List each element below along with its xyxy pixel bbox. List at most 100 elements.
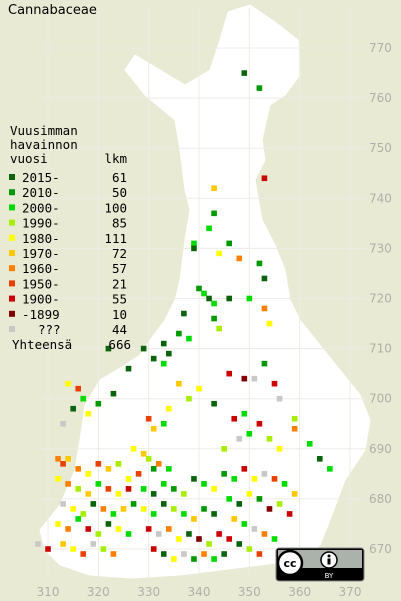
observation-square: [186, 395, 192, 402]
observation-square: [236, 501, 243, 507]
observation-square: [186, 531, 192, 537]
observation-square: [100, 546, 107, 552]
legend-count: 10: [112, 307, 127, 322]
observation-square: [317, 456, 323, 462]
observation-square: [246, 491, 253, 497]
observation-square: [221, 471, 227, 477]
x-tick-label: 370: [339, 585, 362, 599]
legend-count-header: lkm: [104, 151, 127, 166]
observation-square: [226, 370, 232, 377]
legend-label: -1899: [22, 307, 60, 322]
observation-square: [70, 405, 76, 412]
observation-square: [211, 300, 217, 307]
observation-square: [55, 456, 61, 462]
observation-square: [110, 551, 117, 557]
legend-label: 1950-: [22, 276, 60, 291]
observation-square: [95, 531, 102, 537]
observation-square: [140, 486, 147, 492]
observation-square: [211, 511, 217, 517]
observation-square: [65, 456, 71, 462]
y-tick-label: 750: [369, 141, 392, 155]
observation-square: [241, 410, 248, 417]
observation-square: [256, 420, 263, 427]
observation-square: [110, 511, 117, 517]
observation-square: [60, 420, 66, 427]
observation-square: [181, 491, 187, 497]
observation-square: [196, 385, 202, 392]
observation-square: [271, 476, 278, 482]
observation-square: [271, 536, 278, 542]
observation-square: [231, 516, 238, 522]
observation-square: [251, 476, 258, 482]
observation-square: [231, 476, 238, 482]
observation-square: [150, 491, 157, 497]
legend-swatch: [9, 265, 15, 272]
observation-square: [115, 461, 122, 467]
observation-square: [246, 295, 253, 302]
legend-label: 1970-: [22, 246, 60, 261]
legend-label: 1960-: [22, 261, 60, 276]
x-tick-label: 330: [137, 585, 160, 599]
observation-square: [140, 345, 147, 352]
observation-square: [135, 471, 142, 477]
title: Cannabaceae: [8, 3, 97, 18]
observation-square: [216, 250, 222, 257]
observation-square: [211, 210, 217, 217]
observation-square: [201, 290, 207, 297]
observation-square: [150, 355, 157, 362]
observation-square: [251, 375, 258, 382]
observation-square: [206, 541, 212, 547]
x-tick-label: 350: [238, 585, 261, 599]
observation-square: [155, 531, 162, 537]
legend-count: 44: [112, 322, 127, 337]
observation-square: [105, 486, 112, 492]
legend-count: 111: [104, 231, 127, 246]
observation-square: [160, 481, 167, 487]
legend-swatch: [9, 189, 15, 196]
observation-square: [216, 531, 222, 537]
legend-total-label: Yhteensä: [12, 337, 72, 352]
observation-square: [266, 506, 273, 512]
legend-count: 72: [112, 246, 127, 261]
observation-square: [206, 295, 212, 302]
observation-square: [70, 506, 76, 512]
legend-heading: Vuusimman: [10, 123, 78, 138]
observation-square: [140, 451, 147, 457]
observation-square: [155, 461, 162, 467]
observation-square: [160, 551, 167, 557]
observation-square: [45, 546, 51, 552]
by-icon-body: [327, 558, 331, 565]
y-tick-label: 770: [369, 41, 392, 55]
observation-square: [181, 310, 187, 317]
observation-square: [35, 541, 41, 547]
observation-square: [191, 476, 197, 482]
observation-square: [75, 385, 81, 392]
x-tick-label: 360: [288, 585, 311, 599]
observation-square: [211, 400, 217, 407]
observation-square: [95, 461, 102, 467]
observation-square: [150, 546, 157, 552]
observation-square: [241, 466, 248, 472]
observation-square: [256, 260, 263, 267]
legend-swatch: [9, 250, 15, 256]
y-tick-label: 690: [369, 442, 392, 456]
observation-square: [216, 325, 222, 332]
observation-square: [271, 380, 278, 387]
observation-square: [105, 345, 112, 352]
observation-square: [211, 185, 217, 192]
observation-square: [221, 446, 227, 452]
observation-square: [236, 541, 243, 547]
observation-square: [105, 466, 112, 472]
observation-square: [221, 551, 227, 557]
observation-square: [166, 526, 172, 532]
observation-square: [55, 476, 61, 482]
y-tick-label: 740: [369, 191, 392, 205]
observation-square: [150, 425, 157, 432]
observation-square: [166, 466, 172, 472]
observation-square: [145, 415, 152, 422]
observation-square: [105, 521, 112, 527]
observation-square: [95, 481, 102, 487]
observation-square: [65, 526, 71, 532]
legend-count: 57: [112, 261, 127, 276]
